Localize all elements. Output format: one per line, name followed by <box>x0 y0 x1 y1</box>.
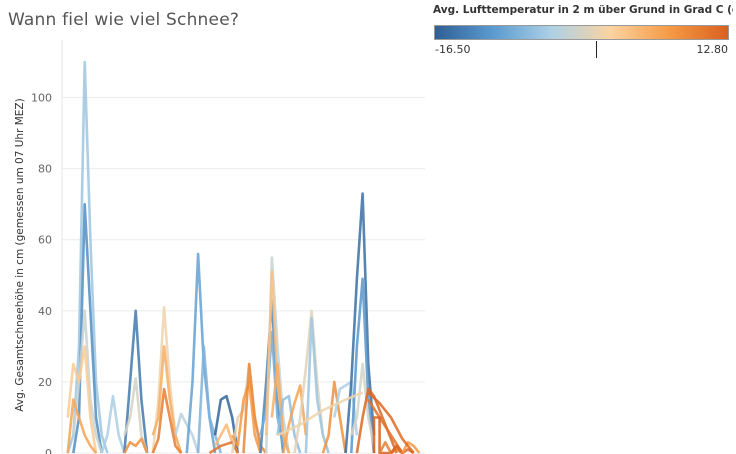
snow-series-line-33[interactable] <box>350 277 376 454</box>
snow-series-line-6[interactable] <box>123 309 149 454</box>
y-tick-label: 0 <box>45 447 52 454</box>
snow-series-line-8[interactable] <box>123 437 149 454</box>
y-tick-label: 80 <box>38 163 52 176</box>
legend-marker <box>596 41 597 58</box>
snow-series-line-11[interactable] <box>151 387 183 454</box>
snow-series-line-41[interactable] <box>401 440 421 454</box>
legend-min-label: -16.50 <box>435 43 471 56</box>
legend-max-label: 12.80 <box>696 43 729 56</box>
y-axis-ticks: 0 20 40 60 80 100 <box>31 92 52 454</box>
snow-series-line-15[interactable] <box>213 394 240 454</box>
snow-series-line-42[interactable] <box>367 391 415 454</box>
snow-series-line-5[interactable] <box>100 394 126 454</box>
snow-series-line-12[interactable] <box>174 412 200 454</box>
y-tick-label: 40 <box>38 305 52 318</box>
snow-series-line-37[interactable] <box>367 399 404 454</box>
snow-series-line-3[interactable] <box>66 345 98 454</box>
color-legend-gradient[interactable] <box>434 25 729 40</box>
chart-title: Wann fiel wie viel Schnee? <box>8 10 240 30</box>
legend-title: Avg. Lufttemperatur in 2 m über Grund in… <box>433 4 733 16</box>
y-tick-label: 20 <box>38 376 52 389</box>
snow-series-line-35[interactable] <box>276 391 364 437</box>
snow-series-line-34[interactable] <box>350 362 376 447</box>
snow-series-line-29[interactable] <box>304 316 330 454</box>
snow-series-line-36[interactable] <box>355 387 398 454</box>
snow-series-line-14[interactable] <box>196 345 223 454</box>
snow-series-line-32[interactable] <box>344 192 376 454</box>
snow-series-line-2[interactable] <box>72 309 103 454</box>
series-lines <box>66 60 421 454</box>
y-tick-label: 60 <box>38 234 52 247</box>
snow-series-line-30[interactable] <box>321 380 347 454</box>
snow-series-line-20[interactable] <box>242 362 268 454</box>
snow-series-line-17[interactable] <box>208 440 239 454</box>
y-tick-label: 100 <box>31 92 52 105</box>
snow-series-line-10[interactable] <box>151 345 183 454</box>
snow-series-line-1[interactable] <box>72 202 103 454</box>
snow-series-line-4[interactable] <box>66 398 98 454</box>
